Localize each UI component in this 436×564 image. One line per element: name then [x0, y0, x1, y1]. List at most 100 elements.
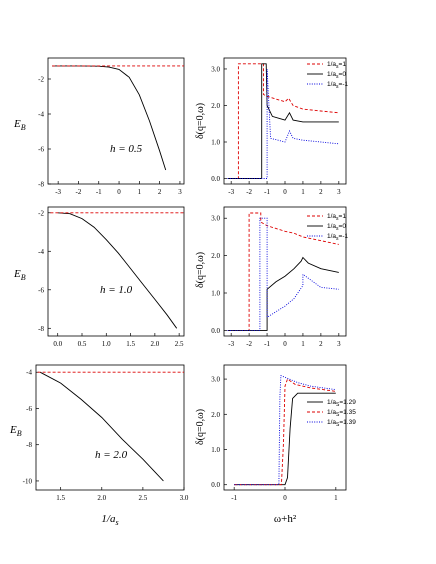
- y-tick-label: -4: [38, 111, 44, 119]
- panel-p1: -3 -2 -1 0 1 2 3 -2 -4 -6 -8 EB h = 0.5: [13, 57, 185, 196]
- x-tick-label: -1: [231, 494, 237, 502]
- x-tick-label: 2.0: [97, 494, 106, 502]
- x-tick-label: 2: [158, 188, 162, 196]
- x-tick-label: 3: [337, 188, 341, 196]
- series-line-1-a-s-1: [227, 63, 339, 179]
- y-axis-label: EB: [13, 268, 26, 282]
- y-tick-label: -2: [38, 209, 44, 217]
- panel-p3: 0.0 0.5 1.0 1.5 2.0 2.5 -2 -4 -6 -8 EB h = 1.0: [13, 206, 185, 348]
- x-tick-label: 2.5: [175, 340, 184, 348]
- legend: 1/as=11/as=01/as=-1: [307, 213, 349, 242]
- panel-p4: -3 -2 -1 0 1 2 30.01.02.03.0δ(q=0,ω)1/as=11/as…: [195, 206, 349, 348]
- y-tick-label: -4: [38, 248, 44, 256]
- y-tick-label: -8: [26, 441, 32, 449]
- x-tick-label: 3: [178, 188, 182, 196]
- x-tick-label: -2: [246, 188, 252, 196]
- x-tick-label: 1.0: [102, 340, 111, 348]
- x-tick-label: 1: [334, 494, 338, 502]
- x-tick-label: 0: [117, 188, 121, 196]
- x-tick-label: 2.0: [150, 340, 159, 348]
- y-tick-label: -4: [26, 369, 32, 377]
- series-line-curve-0: [39, 371, 164, 482]
- y-tick-label: 0.0: [211, 175, 220, 183]
- y-tick-label: 2.0: [211, 252, 220, 260]
- y-tick-label: -10: [23, 477, 33, 485]
- panel-p6: -1 0 10.01.02.03.0δ(q=0,ω)ω+h²1/aS=1.291/a…: [195, 364, 356, 525]
- legend-entry: 1/as=-1: [327, 233, 349, 242]
- x-tick-label: -2: [76, 188, 82, 196]
- legend-entry: 1/as=0: [327, 223, 346, 232]
- legend-entry: 1/as=1: [327, 213, 346, 222]
- y-tick-label: 0.0: [211, 481, 220, 489]
- legend: 1/as=11/as=01/as=-1: [307, 61, 349, 90]
- legend-entry: 1/aS=1.29: [327, 399, 356, 408]
- y-tick-label: 3.0: [211, 215, 220, 223]
- legend-entry: 1/aS=1.35: [327, 409, 356, 418]
- x-tick-label: -1: [264, 340, 270, 348]
- y-tick-label: -8: [38, 325, 44, 333]
- series-line-1-a-S-1-35: [234, 378, 336, 486]
- x-tick-label: 1.5: [56, 494, 65, 502]
- plot-frame: [47, 206, 185, 337]
- series-line-curve-0: [57, 212, 178, 329]
- plot-frame: [47, 57, 185, 185]
- y-tick-label: -6: [38, 146, 44, 154]
- x-tick-label: -2: [246, 340, 252, 348]
- x-tick-label: 0: [283, 494, 287, 502]
- series-line-1-a-s-1: [227, 68, 339, 179]
- legend: 1/aS=1.291/aS=1.351/aS=1.39: [307, 399, 356, 428]
- y-tick-label: -6: [26, 405, 32, 413]
- x-tick-label: 0.5: [78, 340, 87, 348]
- x-tick-label: 1.5: [126, 340, 135, 348]
- x-tick-label: 1: [138, 188, 142, 196]
- x-tick-label: -1: [264, 188, 270, 196]
- y-tick-label: -8: [38, 181, 44, 189]
- plot-frame: [35, 364, 185, 491]
- y-axis-label: EB: [9, 424, 22, 438]
- x-tick-label: 3.0: [180, 494, 189, 502]
- y-tick-label: 1.0: [211, 290, 220, 298]
- series-line-1-a-s-0: [227, 256, 339, 331]
- y-axis-label: EB: [13, 118, 26, 132]
- y-tick-label: -2: [38, 76, 44, 84]
- x-tick-label: 1: [301, 340, 305, 348]
- h-annotation: h = 0.5: [110, 143, 143, 155]
- legend-entry: 1/as=0: [327, 71, 346, 80]
- x-axis-label: ω+h²: [274, 513, 297, 525]
- legend-entry: 1/as=1: [327, 61, 346, 70]
- x-tick-label: 0: [283, 340, 287, 348]
- x-tick-label: 1: [301, 188, 305, 196]
- x-tick-label: -3: [228, 340, 234, 348]
- x-tick-label: -3: [228, 188, 234, 196]
- panel-p5: 1.5 2.0 2.5 3.0 -4 -6 -8 -10 EB h = 2.0 1/as: [9, 364, 189, 527]
- y-tick-label: 2.0: [211, 411, 220, 419]
- y-axis-label: δ(q=0,ω): [195, 252, 206, 288]
- series-line-1-a-s-1: [227, 217, 339, 331]
- panel-p2: -3 -2 -1 0 1 2 30.01.02.03.0δ(q=0,ω)1/as=11/as…: [195, 57, 349, 196]
- y-tick-label: 3.0: [211, 376, 220, 384]
- y-tick-label: 1.0: [211, 139, 220, 147]
- y-tick-label: 3.0: [211, 65, 220, 73]
- legend-entry: 1/aS=1.39: [327, 419, 356, 428]
- x-tick-label: 3: [337, 340, 341, 348]
- x-tick-label: -1: [96, 188, 102, 196]
- x-tick-label: -3: [55, 188, 61, 196]
- series-line-1-a-s-1: [227, 212, 339, 331]
- y-axis-label: δ(q=0,ω): [195, 103, 206, 139]
- y-axis-label: δ(q=0,ω): [195, 409, 206, 445]
- y-tick-label: 1.0: [211, 446, 220, 454]
- plot-frame: [223, 364, 347, 491]
- h-annotation: h = 1.0: [100, 284, 133, 296]
- y-tick-label: 2.0: [211, 102, 220, 110]
- y-tick-label: 0.0: [211, 327, 220, 335]
- h-annotation: h = 2.0: [95, 449, 128, 461]
- x-tick-label: 2: [319, 340, 323, 348]
- legend-entry: 1/as=-1: [327, 81, 349, 90]
- x-tick-label: 0.0: [53, 340, 62, 348]
- series-line-1-a-S-1-29: [234, 392, 336, 486]
- series-line-1-a-s-0: [227, 63, 339, 179]
- x-tick-label: 0: [283, 188, 287, 196]
- series-line-curve-0: [52, 65, 167, 171]
- y-tick-label: -6: [38, 286, 44, 294]
